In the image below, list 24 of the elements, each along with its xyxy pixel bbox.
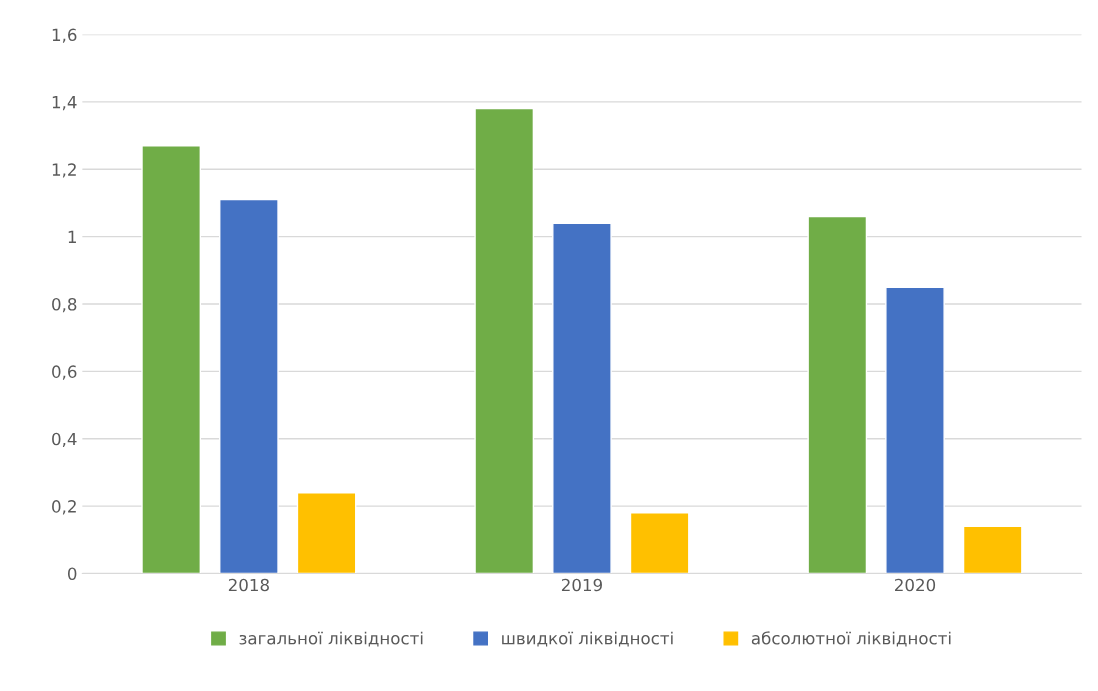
bar: [629, 512, 690, 574]
y-tick-label: 0,4: [52, 432, 77, 448]
bar: [219, 198, 279, 574]
x-tick-label: 2018: [228, 578, 269, 592]
bar: [807, 215, 868, 574]
y-tick-label: 1,2: [52, 163, 76, 178]
bar: [962, 525, 1023, 574]
x-tick-label: 2019: [561, 578, 602, 592]
y-tick-label: 0,6: [52, 365, 77, 380]
y-tick-label: 0,8: [52, 298, 77, 313]
y-tick-label: 1,4: [52, 96, 77, 111]
y-tick-label: 1: [68, 230, 76, 243]
y-tick-label: 0: [67, 567, 77, 581]
bar: [296, 491, 357, 574]
bar: [141, 145, 202, 574]
y-tick-label: 0,2: [52, 500, 76, 515]
x-tick-label: 2020: [895, 578, 936, 592]
legend-label: загальної ліквідності: [239, 631, 423, 647]
bar: [474, 107, 535, 574]
legend-label: швидкої ліквідності: [502, 631, 673, 647]
legend-label: абсолютної ліквідності: [751, 631, 951, 647]
bar: [552, 222, 612, 574]
bar: [885, 286, 945, 574]
y-tick-label: 1,6: [52, 28, 77, 43]
